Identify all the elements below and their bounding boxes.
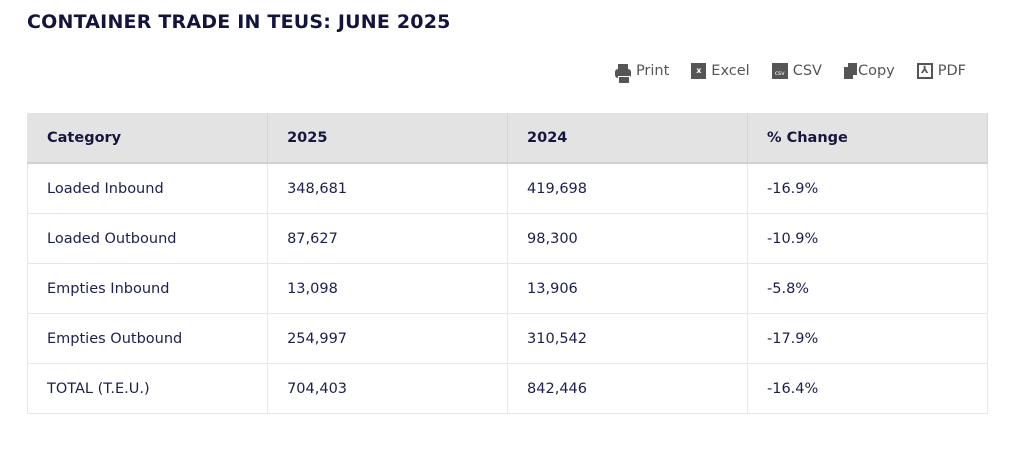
cell-percent-change: -10.9%	[747, 213, 988, 264]
header-change[interactable]: % Change	[747, 113, 988, 164]
table-row: Loaded Inbound 348,681 419,698 -16.9%	[27, 163, 988, 214]
table-row: Empties Outbound 254,997 310,542 -17.9%	[27, 313, 988, 364]
csv-label: CSV	[792, 63, 822, 79]
cell-percent-change: -17.9%	[747, 313, 988, 364]
header-category[interactable]: Category	[27, 113, 269, 164]
excel-label: Excel	[711, 63, 750, 79]
cell-category: TOTAL (T.E.U.)	[27, 363, 269, 414]
pdf-button[interactable]: ⅄ PDF	[916, 63, 966, 79]
print-button[interactable]: Print	[614, 63, 670, 84]
cell-value-2024: 419,698	[507, 163, 748, 214]
cell-category: Empties Outbound	[27, 313, 269, 364]
export-toolbar: Print x Excel csv CSV Copy ⅄ PDF	[614, 63, 966, 84]
csv-button[interactable]: csv CSV	[771, 63, 822, 79]
copy-icon	[843, 67, 853, 79]
cell-category: Loaded Inbound	[27, 163, 269, 214]
cell-value-2024: 310,542	[507, 313, 748, 364]
cell-value-2025: 348,681	[267, 163, 509, 214]
cell-value-2025: 13,098	[267, 263, 509, 314]
pdf-icon: ⅄	[916, 63, 933, 79]
copy-label: Copy	[857, 63, 895, 79]
pdf-label: PDF	[937, 63, 966, 79]
print-label: Print	[635, 63, 670, 79]
csv-icon: csv	[771, 63, 788, 79]
cell-value-2024: 98,300	[507, 213, 748, 264]
cell-value-2024: 13,906	[507, 263, 748, 314]
header-2024[interactable]: 2024	[507, 113, 748, 164]
cell-value-2025: 704,403	[267, 363, 509, 414]
cell-percent-change: -16.9%	[747, 163, 988, 214]
print-icon	[614, 63, 631, 84]
table-header-row: Category 2025 2024 % Change	[27, 113, 988, 164]
copy-button[interactable]: Copy	[843, 63, 895, 79]
cell-value-2025: 87,627	[267, 213, 509, 264]
header-2025[interactable]: 2025	[267, 113, 509, 164]
cell-value-2024: 842,446	[507, 363, 748, 414]
excel-icon: x	[691, 63, 707, 79]
table-row: Empties Inbound 13,098 13,906 -5.8%	[27, 263, 988, 314]
cell-category: Empties Inbound	[27, 263, 269, 314]
table-row: Loaded Outbound 87,627 98,300 -10.9%	[27, 213, 988, 264]
cell-percent-change: -5.8%	[747, 263, 988, 314]
table-row: TOTAL (T.E.U.) 704,403 842,446 -16.4%	[27, 363, 988, 414]
container-trade-table: Category 2025 2024 % Change Loaded Inbou…	[27, 113, 988, 414]
cell-value-2025: 254,997	[267, 313, 509, 364]
cell-percent-change: -16.4%	[747, 363, 988, 414]
page-title: CONTAINER TRADE IN TEUS: JUNE 2025	[27, 11, 451, 33]
cell-category: Loaded Outbound	[27, 213, 269, 264]
excel-button[interactable]: x Excel	[691, 63, 750, 79]
